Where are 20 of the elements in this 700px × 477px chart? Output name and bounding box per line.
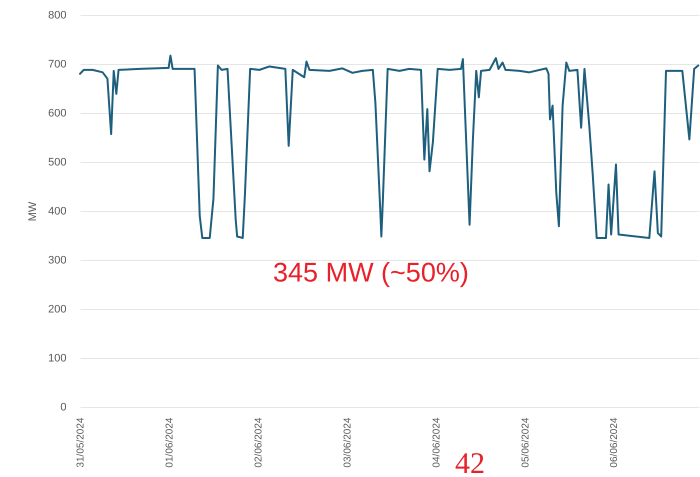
y-tick-label: 100 <box>48 352 66 364</box>
y-axis-title: MW <box>27 201 40 222</box>
y-tick-label: 200 <box>48 304 66 316</box>
y-tick-label: 500 <box>48 156 66 168</box>
x-tick-label: 02/06/2024 <box>253 417 264 468</box>
text: 42 <box>454 447 485 477</box>
y-tick-label: 300 <box>48 254 66 266</box>
y-tick-label: 600 <box>48 108 66 120</box>
x-tick-label: 04/06/2024 <box>431 417 442 468</box>
x-tick-label: 31/05/2024 <box>76 417 86 468</box>
x-tick-label: 05/06/2024 <box>520 417 532 468</box>
y-tick-label: 700 <box>48 58 66 70</box>
y-tick-label: 0 <box>60 402 66 414</box>
x-tick-label: 01/06/2024 <box>164 417 176 468</box>
annotation: 345 MW (~50%) <box>273 258 469 288</box>
x-tick-label: 03/06/2024 <box>342 417 354 468</box>
y-tick-label: 800 <box>48 10 66 22</box>
line-series <box>79 54 700 239</box>
x-tick-label: 06/06/2024 <box>609 417 620 468</box>
y-tick-label: 400 <box>48 206 66 218</box>
